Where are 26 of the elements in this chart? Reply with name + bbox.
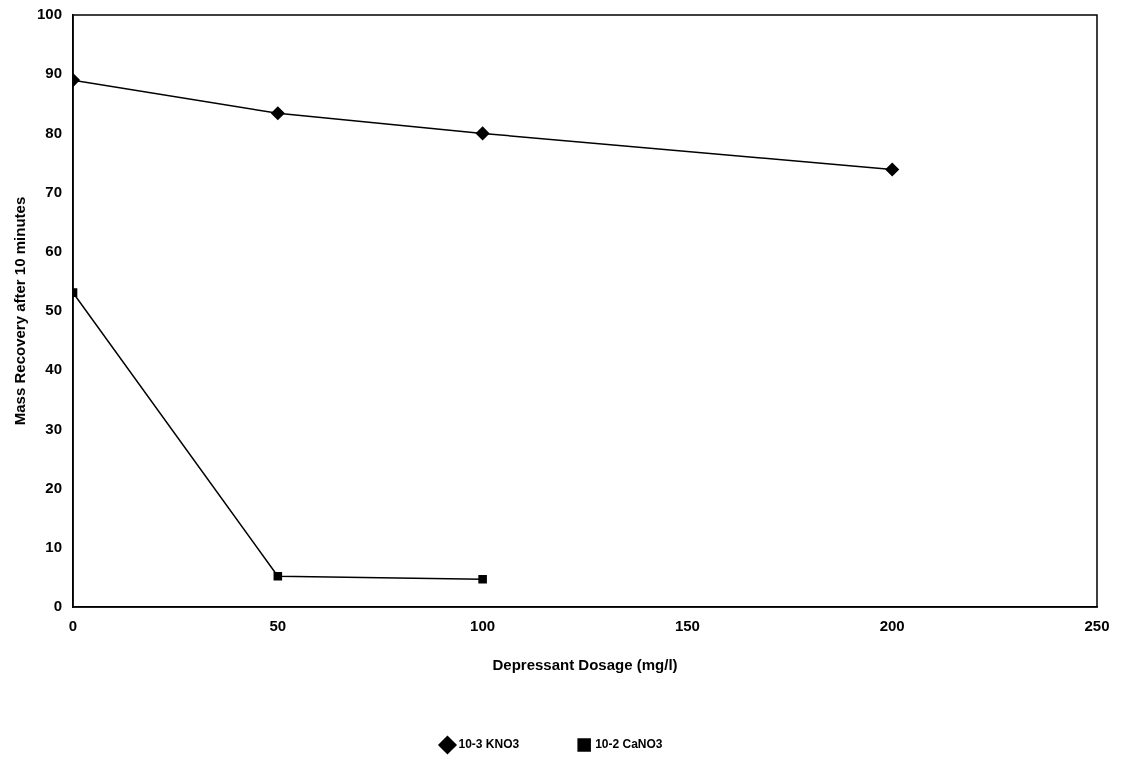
point (273, 571, 283, 581)
y-tick-label: 40 (45, 360, 63, 378)
legend-label: 10-2 CaNO3 (595, 737, 663, 752)
y-tick-label: 70 (45, 182, 63, 200)
x-tick-label: 200 (879, 617, 905, 635)
y-tick-label: 90 (45, 64, 63, 82)
x-tick-label: 250 (1084, 617, 1110, 635)
point (478, 574, 487, 584)
y-tick-label: 30 (45, 419, 63, 437)
x-tick-label: 100 (470, 617, 496, 635)
x-axis-title: Depressant Dosage (mg/l) (492, 656, 678, 674)
y-tick-label: 50 (45, 301, 63, 319)
point (475, 126, 490, 141)
y-tick-label: 60 (45, 241, 63, 259)
point (885, 162, 899, 177)
y-tick-label: 0 (53, 597, 63, 615)
x-tick-label: 50 (269, 617, 287, 635)
y-tick-label: 20 (45, 478, 63, 496)
point (271, 106, 285, 121)
x-tick-label: 150 (674, 617, 700, 635)
y-tick-label: 100 (37, 5, 63, 23)
x-tick-label: 0 (68, 617, 78, 635)
y-tick-label: 80 (45, 123, 63, 141)
y-tick-label: 10 (45, 537, 63, 555)
y-axis-title: Mass Recovery after 10 minutes (11, 196, 29, 426)
legend-label: 10-3 KNO3 (458, 737, 520, 752)
